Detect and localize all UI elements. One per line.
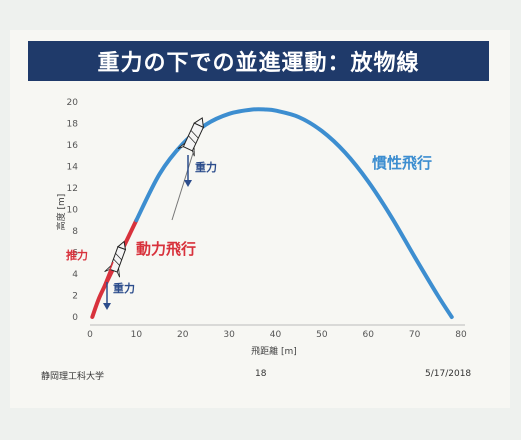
x-tick-label: 40 — [270, 330, 282, 340]
x-tick-label: 80 — [455, 330, 467, 340]
y-tick-label: 2 — [72, 292, 78, 302]
y-tick-label: 0 — [72, 313, 78, 323]
x-tick-label: 30 — [223, 330, 235, 340]
y-tick-label: 14 — [67, 163, 79, 173]
footer-organization: 静岡理工科大学 — [41, 372, 105, 382]
series-line-inertial-flight — [134, 107, 454, 319]
annotation-powered-flight: 動力飛行 — [136, 240, 196, 258]
footer-page-number: 18 — [255, 369, 267, 379]
x-tick-label: 70 — [409, 330, 421, 340]
rocket-icon-low — [104, 240, 127, 278]
annotation-thrust: 推力 — [66, 248, 88, 262]
x-tick-label: 20 — [177, 330, 189, 340]
x-tick-label: 0 — [87, 330, 93, 340]
rocket-icon-high — [177, 117, 205, 157]
gravity-arrow-low — [103, 282, 111, 310]
guide-line — [171, 149, 195, 221]
y-tick-label: 10 — [67, 206, 79, 216]
thrust-arrow — [100, 261, 114, 293]
y-tick-label: 16 — [67, 141, 79, 151]
y-tick-label: 4 — [72, 270, 78, 280]
gravity-arrow-high — [184, 155, 192, 187]
y-tick-label: 12 — [67, 184, 78, 194]
slide-background — [10, 30, 510, 408]
annotation-gravity-low: 重力 — [113, 281, 135, 295]
chart-series — [90, 107, 454, 319]
chart-ticks: 0 10 20 30 40 50 60 70 80 0 2 4 6 8 10 12 14 16 18 20 — [67, 98, 467, 340]
annotation-inertial-flight: 慣性飛行 — [372, 154, 432, 172]
annotation-gravity-high: 重力 — [195, 160, 217, 174]
y-tick-label: 20 — [67, 98, 79, 108]
x-tick-label: 50 — [316, 330, 328, 340]
x-tick-label: 10 — [131, 330, 143, 340]
y-tick-label: 18 — [67, 120, 79, 130]
y-tick-label: 6 — [72, 249, 78, 259]
footer-date: 5/17/2018 — [425, 369, 472, 379]
x-tick-label: 60 — [363, 330, 375, 340]
chart-labels: 慣性飛行 動力飛行 推力 重力 重力 飛距離 [m] 高度 [m] — [55, 154, 432, 357]
slide-title: 重力の下での並進運動：放物線 — [28, 41, 489, 81]
y-axis-label: 高度 [m] — [55, 194, 67, 231]
x-axis-label: 飛距離 [m] — [251, 345, 297, 357]
chart-decorations — [100, 117, 205, 310]
y-tick-label: 8 — [72, 227, 78, 237]
